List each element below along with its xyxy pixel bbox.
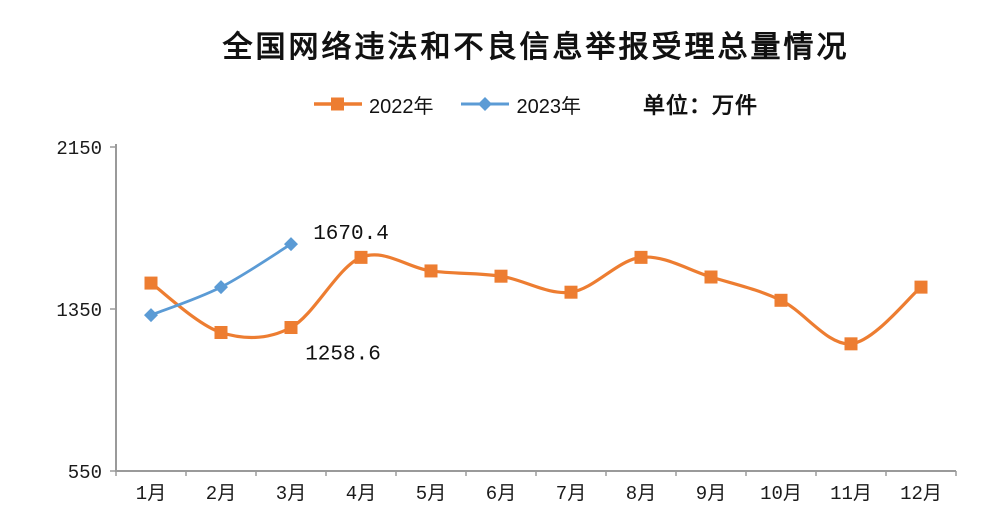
data-point-square xyxy=(564,285,578,299)
x-tick-label: 8月 xyxy=(626,483,656,505)
legend: 2022年 2023年 单位：万件 xyxy=(115,88,957,120)
x-tick-label: 3月 xyxy=(276,483,306,505)
data-point-square xyxy=(284,321,298,335)
y-tick-label: 550 xyxy=(68,462,102,484)
data-label: 1670.4 xyxy=(313,223,389,246)
series-line-2022年 xyxy=(149,253,923,346)
data-point-diamond xyxy=(214,280,228,295)
x-tick-label: 12月 xyxy=(900,483,942,505)
x-tick-label: 9月 xyxy=(696,483,726,505)
data-point-square xyxy=(634,250,648,264)
data-point-square xyxy=(144,276,158,290)
data-point-diamond xyxy=(144,308,158,323)
data-point-square xyxy=(774,293,788,307)
x-tick-label: 2月 xyxy=(206,483,236,505)
x-tick-label: 5月 xyxy=(416,483,446,505)
data-label: 1258.6 xyxy=(305,344,381,367)
y-tick-label: 2150 xyxy=(56,138,102,160)
data-point-square xyxy=(494,269,508,283)
x-tick-label: 4月 xyxy=(346,483,376,505)
data-point-square xyxy=(214,325,228,339)
data-point-square xyxy=(914,280,928,294)
line-diamond-marker-icon xyxy=(461,96,510,112)
legend-item-2022: 2022年 xyxy=(313,90,434,119)
y-tick-label: 1350 xyxy=(56,300,102,322)
data-point-square xyxy=(704,270,718,284)
chart-title: 全国网络违法和不良信息举报受理总量情况 xyxy=(222,31,850,64)
data-point-square xyxy=(424,264,438,278)
unit-label: 单位：万件 xyxy=(642,93,758,118)
data-point-square xyxy=(844,337,858,351)
legend-label-2022: 2022年 xyxy=(368,95,434,118)
line-square-marker-icon xyxy=(313,96,362,112)
legend-item-2023: 2023年 xyxy=(461,90,581,119)
series-line-2023年 xyxy=(149,242,293,317)
data-point-square xyxy=(354,250,368,264)
x-tick-label: 7月 xyxy=(556,483,586,505)
legend-label-2023: 2023年 xyxy=(516,95,581,118)
x-tick-label: 10月 xyxy=(760,483,802,505)
x-tick-label: 1月 xyxy=(136,483,166,505)
x-tick-label: 11月 xyxy=(830,483,872,505)
x-tick-label: 6月 xyxy=(486,483,516,505)
data-point-diamond xyxy=(284,237,298,252)
